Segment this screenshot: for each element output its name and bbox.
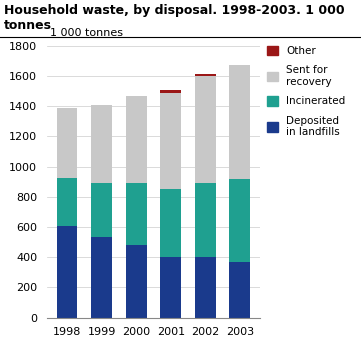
Bar	[230, 179, 250, 262]
Bar	[57, 226, 77, 318]
Bar	[160, 94, 181, 189]
Bar	[91, 183, 112, 237]
Text: 1 000 tonnes: 1 000 tonnes	[50, 28, 123, 38]
Bar	[126, 183, 147, 245]
Bar	[91, 105, 112, 183]
Bar	[195, 183, 216, 257]
Bar	[126, 245, 147, 318]
Bar	[195, 76, 216, 183]
Bar	[160, 189, 181, 257]
Bar	[160, 90, 181, 94]
Bar	[126, 96, 147, 183]
Bar	[160, 257, 181, 318]
Bar	[230, 65, 250, 179]
Bar	[57, 108, 77, 178]
Bar	[230, 262, 250, 318]
Legend: Other, Sent for
recovery, Incinerated, Deposited
in landfills: Other, Sent for recovery, Incinerated, D…	[267, 46, 345, 137]
Bar	[91, 237, 112, 318]
Text: Household waste, by disposal. 1998-2003. 1 000 tonnes: Household waste, by disposal. 1998-2003.…	[4, 4, 344, 31]
Bar	[195, 74, 216, 76]
Bar	[195, 257, 216, 318]
Bar	[57, 178, 77, 226]
